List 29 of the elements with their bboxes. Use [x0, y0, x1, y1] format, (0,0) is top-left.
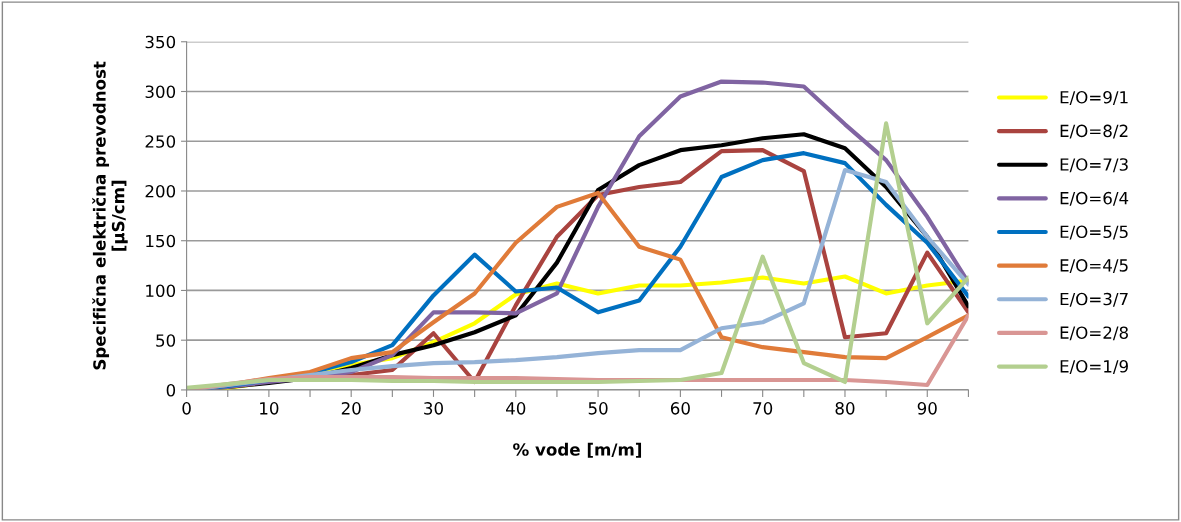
legend-label: E/O=5/5	[1060, 225, 1128, 240]
x-tick-label: 0	[182, 402, 191, 415]
x-tick-label: 90	[917, 402, 937, 415]
y-tick-label: 0	[166, 383, 176, 397]
x-tick-label: 20	[341, 402, 361, 415]
legend-label: E/O=3/7	[1060, 292, 1128, 307]
legend-label: E/O=4/5	[1060, 259, 1128, 274]
y-tick-label: 100	[146, 284, 176, 298]
x-tick-label: 40	[506, 402, 526, 415]
legend-label: E/O=9/1	[1060, 90, 1128, 105]
legend-label: E/O=2/8	[1060, 326, 1128, 341]
y-tick-label: 300	[145, 85, 176, 99]
y-tick-label: 200	[145, 184, 176, 198]
y-tick-label: 150	[146, 234, 176, 248]
legend-label: E/O=1/9	[1060, 360, 1128, 374]
x-tick-label: 10	[260, 402, 279, 415]
y-axis-title: Specifična električna prevodnost [µS/cm]	[92, 61, 128, 370]
legend-label: E/O=6/4	[1060, 191, 1129, 206]
y-tick-label: 350	[145, 35, 176, 49]
x-tick-label: 60	[670, 402, 690, 415]
x-tick-label: 50	[588, 402, 608, 415]
x-tick-label: 30	[424, 402, 443, 415]
y-tick-label: 50	[156, 334, 176, 347]
x-axis-title: % vode [m/m]	[513, 442, 642, 458]
x-tick-label: 80	[835, 402, 855, 415]
legend-label: E/O=8/2	[1060, 124, 1128, 139]
legend-label: E/O=7/3	[1060, 158, 1128, 173]
y-tick-label: 250	[145, 135, 176, 148]
x-tick-label: 70	[753, 402, 773, 415]
